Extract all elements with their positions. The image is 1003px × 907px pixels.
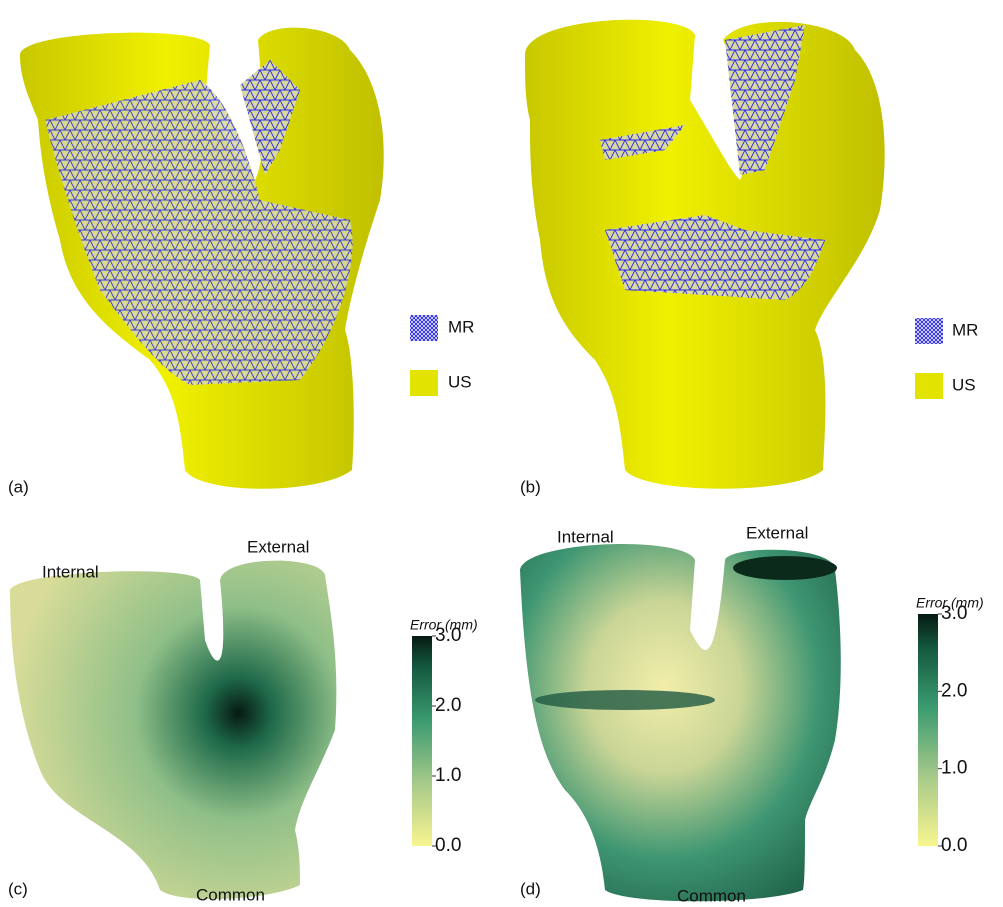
colorbar-tick-label: 2.0 <box>941 680 967 701</box>
vessel-render-a <box>20 28 384 489</box>
legend-swatch-mr <box>410 315 438 341</box>
vessel-label: Common <box>196 885 265 904</box>
colorbar-tick-label: 0.0 <box>435 835 461 856</box>
vessel-render-c <box>10 561 336 899</box>
vessel-render-b <box>525 20 885 489</box>
legend-swatch-us <box>915 373 943 399</box>
legend-swatch-mr <box>915 318 943 344</box>
colorbar-tick-label: 0.0 <box>941 835 967 856</box>
legend-swatch-us <box>410 370 438 396</box>
vessel-label: Common <box>677 886 746 905</box>
colorbar <box>412 636 432 846</box>
panel-label: (d) <box>520 879 541 898</box>
vessel-render-d <box>520 544 841 901</box>
colorbar-tick-label: 2.0 <box>435 695 461 716</box>
panel-label: (a) <box>8 477 29 496</box>
colorbar-tick-label: 3.0 <box>435 625 461 646</box>
legend-label: MR <box>448 317 474 336</box>
colorbar-tick-label: 1.0 <box>941 758 967 779</box>
legend-label: US <box>952 375 976 394</box>
vessel-label: Internal <box>42 562 99 581</box>
vessel-label: External <box>247 537 309 556</box>
legend-label: MR <box>952 320 978 339</box>
page: body { margin: 0; background: #fff; font… <box>0 0 1003 907</box>
legend-label: US <box>448 372 472 391</box>
panel-label: (b) <box>520 477 541 496</box>
panel-label: (c) <box>8 879 28 898</box>
figure: MR US MR US (a) (b) (c) (d) Internal Ext… <box>0 0 1003 907</box>
colorbar-tick-label: 1.0 <box>435 765 461 786</box>
body: {"panels": [ {"label": "(a)", "legend": … <box>0 0 1003 907</box>
colorbar-tick-label: 3.0 <box>941 603 967 624</box>
colorbar <box>918 614 938 846</box>
vessel-label: Internal <box>557 527 614 546</box>
vessel-label: External <box>746 523 808 542</box>
